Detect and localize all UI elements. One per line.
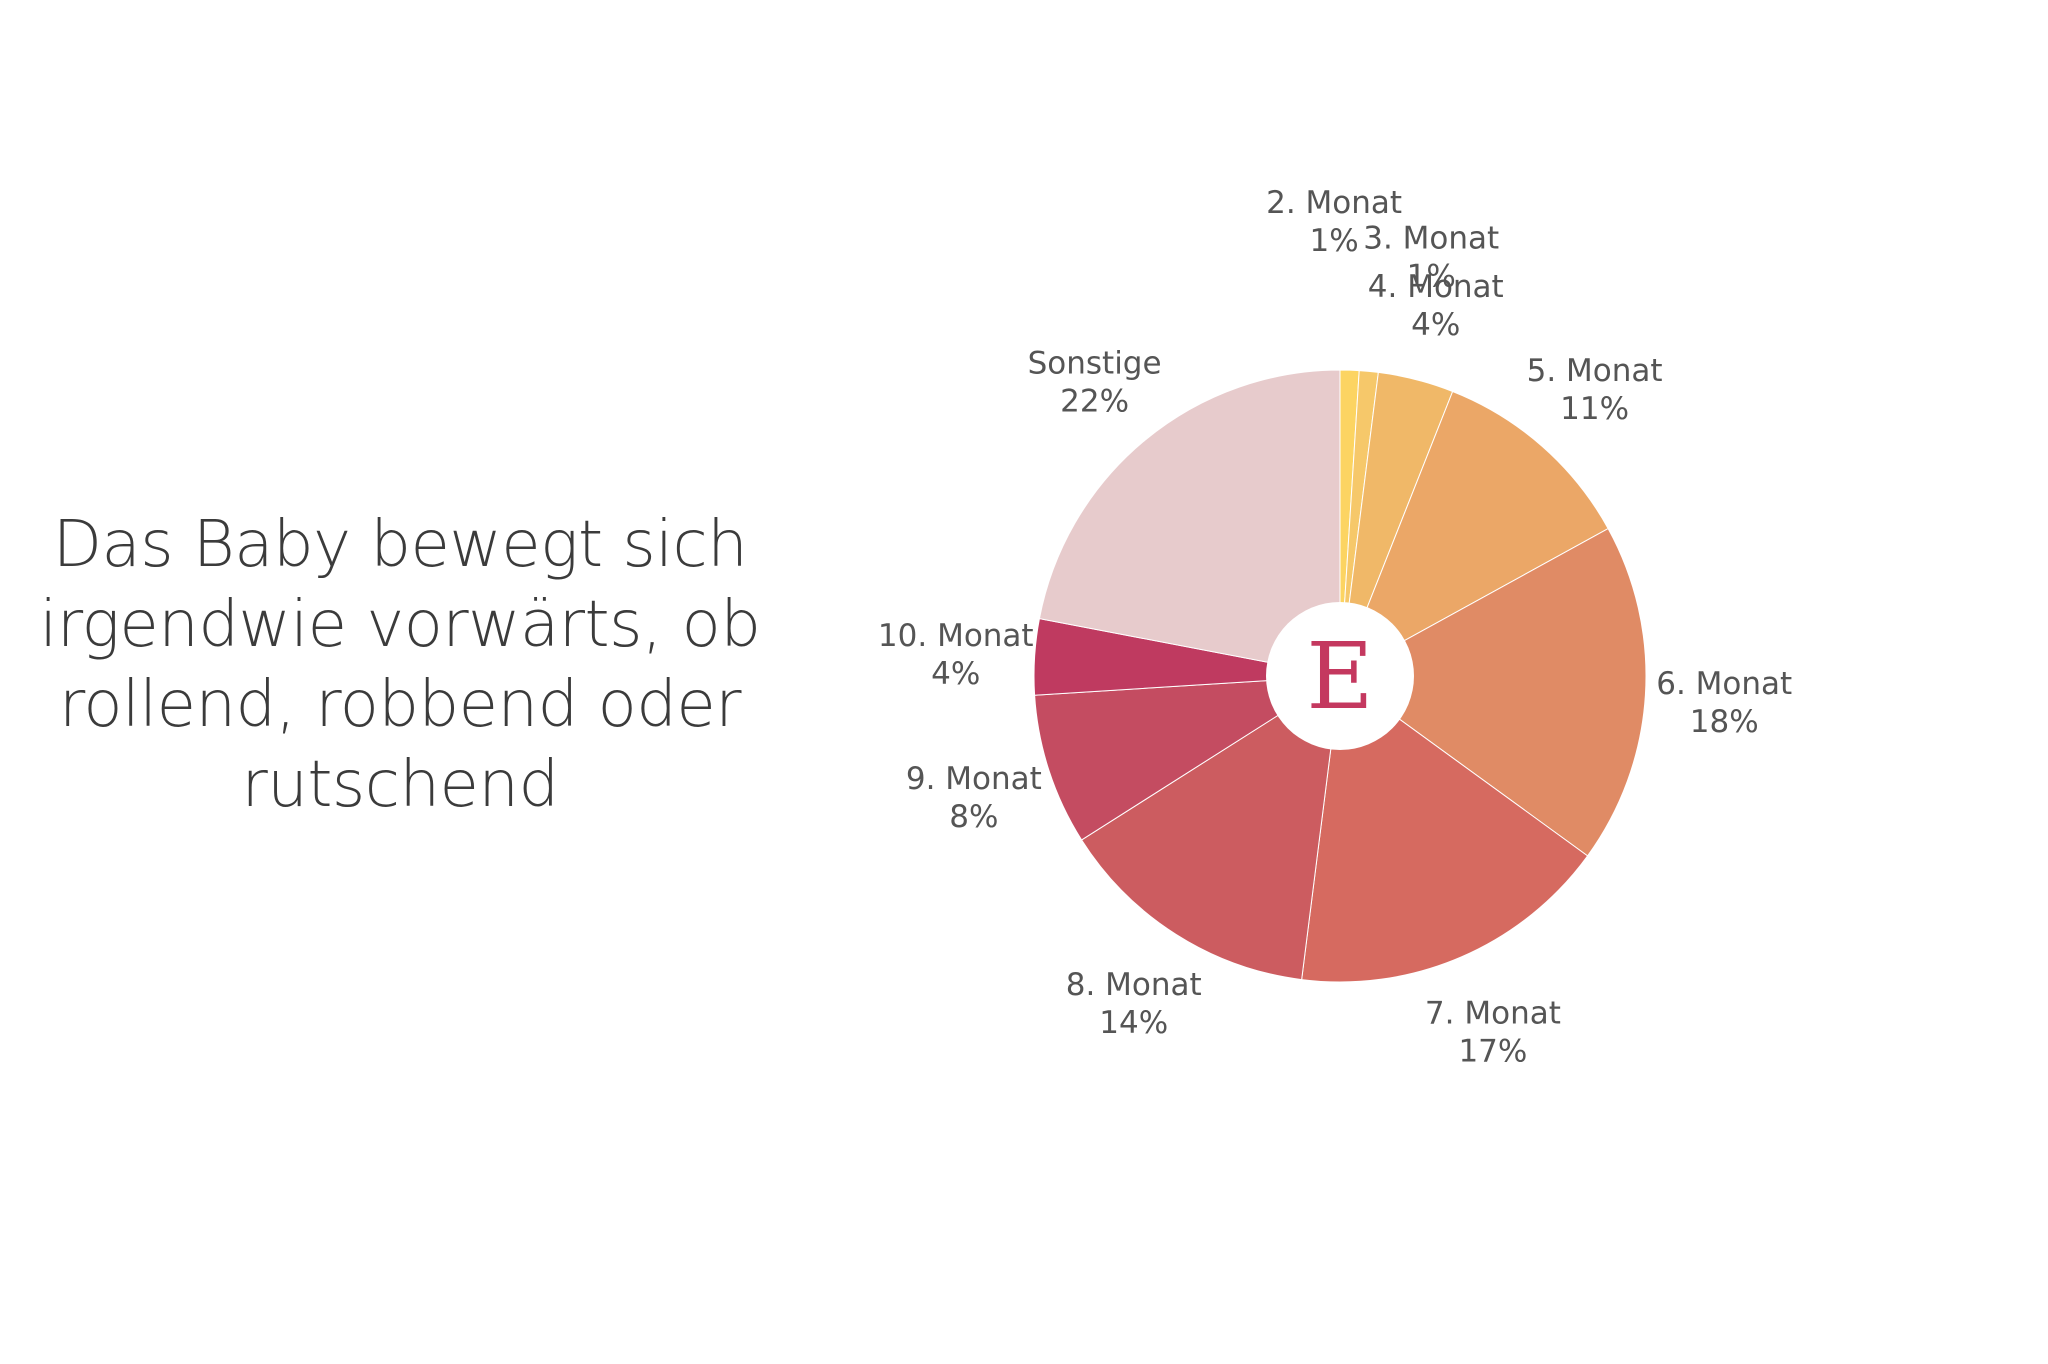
slice-label-value: 17% bbox=[1458, 1033, 1527, 1069]
slice-label-value: 11% bbox=[1560, 391, 1629, 427]
center-logo: E bbox=[1266, 602, 1414, 750]
pie-labels: 2. Monat 1% 3. Monat 1%4. Monat 4%5. Monat 11… bbox=[878, 185, 1792, 1069]
slice-label-value: 4% bbox=[1411, 307, 1460, 343]
pie-slice-6 bbox=[1301, 675, 1589, 983]
slice-label-name: 5. Monat bbox=[1527, 353, 1663, 389]
slice-label-name: 7. Monat bbox=[1425, 995, 1561, 1031]
pie-slice-7 bbox=[1080, 675, 1341, 981]
logo-letter: E bbox=[1306, 623, 1373, 730]
slice-label-3: 4. Monat 4% bbox=[1368, 269, 1504, 343]
slice-label-name: 6. Monat bbox=[1656, 666, 1792, 702]
pie-slice-4 bbox=[1339, 390, 1609, 678]
slice-label-value: 14% bbox=[1099, 1005, 1168, 1041]
slice-label-name: 9. Monat bbox=[906, 761, 1042, 797]
slice-label-value: 22% bbox=[1060, 383, 1129, 419]
slice-label-value: 8% bbox=[949, 799, 998, 835]
pie-slice-10 bbox=[1038, 369, 1341, 677]
slice-label-value: 1% bbox=[1309, 223, 1358, 259]
slice-label-7: 8. Monat 14% bbox=[1066, 967, 1202, 1041]
pie-slice-8 bbox=[1034, 675, 1341, 841]
slice-label-2: 3. Monat 1% bbox=[1363, 221, 1499, 295]
pie-slices bbox=[1033, 369, 1647, 983]
slice-label-name: 3. Monat bbox=[1363, 221, 1499, 257]
slice-label-name: 4. Monat bbox=[1368, 269, 1504, 305]
slice-label-value: 18% bbox=[1690, 704, 1759, 740]
slice-label-1: 2. Monat 1% bbox=[1266, 185, 1402, 259]
slice-label-name: Sonstige bbox=[1028, 345, 1162, 381]
slice-label-name: 10. Monat bbox=[878, 618, 1034, 654]
slice-label-9: 10. Monat 4% bbox=[878, 618, 1034, 692]
slice-label-value: 4% bbox=[931, 656, 980, 692]
logo-circle bbox=[1266, 602, 1414, 750]
slice-label-5: 6. Monat 18% bbox=[1656, 666, 1792, 740]
slice-label-6: 7. Monat 17% bbox=[1425, 995, 1561, 1069]
slice-label-name: 8. Monat bbox=[1066, 967, 1202, 1003]
slice-label-10: Sonstige 22% bbox=[1028, 345, 1162, 419]
slice-label-8: 9. Monat 8% bbox=[906, 761, 1042, 835]
pie-slice-5 bbox=[1339, 527, 1647, 857]
slice-label-name: 2. Monat bbox=[1266, 185, 1402, 221]
slice-label-value: 1% bbox=[1407, 259, 1456, 295]
chart-title: Das Baby bewegt sich irgendwie vorwärts,… bbox=[39, 508, 761, 822]
slice-label-4: 5. Monat 11% bbox=[1527, 353, 1663, 427]
